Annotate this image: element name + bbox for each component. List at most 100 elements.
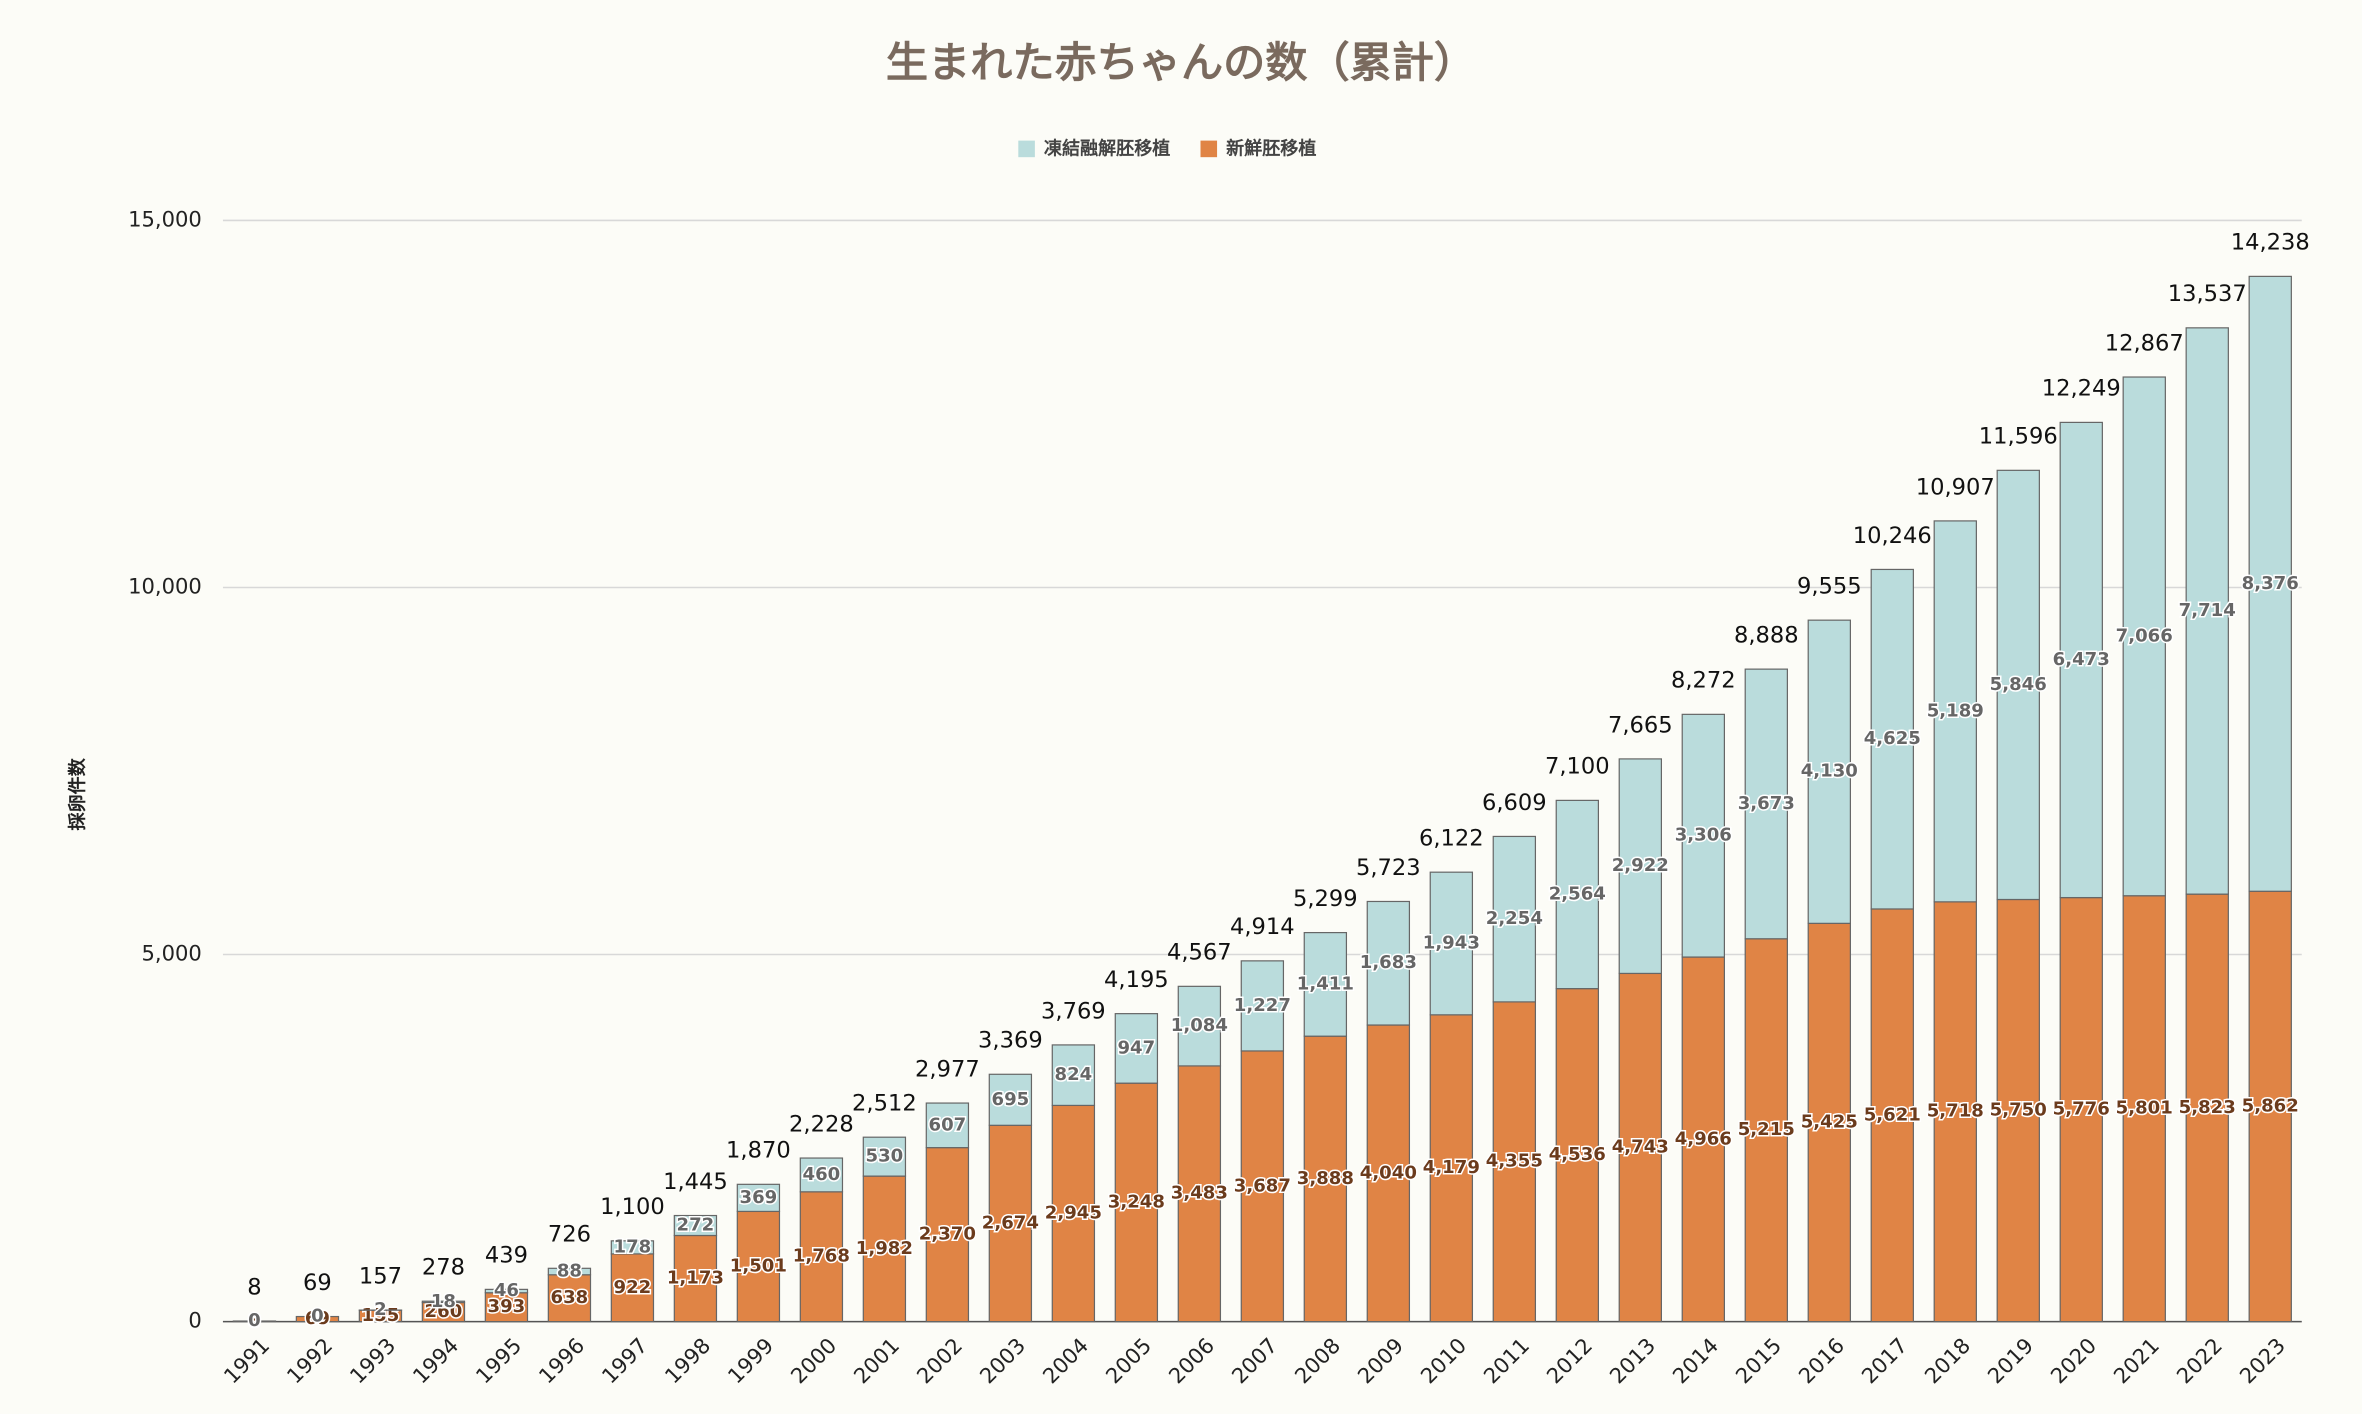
y-axis-label: 採卵件数 [66,757,88,830]
value-label: 2,674 [982,1212,1039,1233]
legend-label: 新鮮胚移植 [1226,138,1316,160]
value-label: 695 [992,1089,1030,1110]
total-label: 1,445 [663,1169,728,1195]
bar-segment [2248,275,2292,892]
value-label: 1,084 [1171,1015,1228,1036]
total-label: 12,249 [2042,376,2121,402]
bar-segment [1114,1013,1159,1084]
value-label: 5,215 [1738,1119,1795,1140]
value-label: 5,750 [1990,1100,2047,1121]
value-label: 2,922 [1612,855,1669,876]
total-label: 10,246 [1853,523,1932,549]
total-label: 69 [303,1270,332,1296]
bar-segment [610,1253,655,1323]
total-label: 4,195 [1104,967,1169,993]
value-label: 638 [551,1287,589,1308]
bar-segment [421,1300,466,1304]
value-label: 3,888 [1297,1168,1354,1189]
bar-segment [1744,938,1788,1323]
bar-segment [1492,835,1537,1003]
bar-segment [1492,1001,1537,1323]
total-label: 11,596 [1979,424,2058,450]
value-label: 947 [1117,1037,1155,1058]
value-label: 5,425 [1801,1111,1858,1132]
bar-segment [1051,1104,1096,1323]
value-label: 2,254 [1486,908,1543,929]
value-label: 530 [866,1146,904,1167]
bar-segment [1051,1044,1096,1107]
total-label: 13,537 [2168,281,2247,307]
bar-segment [1996,898,2040,1323]
bar-segment [547,1267,592,1276]
value-label: 8 [248,1310,261,1331]
value-label: 5,823 [2179,1097,2236,1118]
bar-segment [925,1147,970,1323]
total-label: 10,907 [1916,474,1995,500]
value-label: 607 [929,1114,967,1135]
total-label: 9,555 [1797,574,1862,600]
value-label: 3,306 [1675,825,1732,846]
bar-segment [1114,1082,1159,1323]
value-label: 3,248 [1108,1191,1165,1212]
total-label: 2,228 [789,1111,854,1137]
total-label: 2,977 [915,1056,980,1082]
value-label: 5,621 [1864,1104,1921,1125]
legend-swatch [1200,140,1218,158]
total-label: 439 [485,1243,528,1269]
bar-segment [1303,1035,1348,1323]
value-label: 824 [1055,1064,1093,1085]
value-label: 88 [557,1261,582,1282]
value-label: 0 [248,1310,261,1331]
value-label: 4,966 [1675,1128,1732,1149]
bar-segment [1870,908,1914,1323]
value-label: 4,179 [1423,1157,1480,1178]
total-label: 6,122 [1419,826,1484,852]
total-label: 8,888 [1734,622,1799,648]
value-label: 2,370 [919,1224,976,1245]
value-label: 8,376 [2242,573,2299,594]
bar-segment [799,1157,844,1193]
bar-segment [610,1240,655,1255]
total-label: 2,512 [852,1091,917,1117]
y-tick-label: 0 [188,1308,201,1333]
total-label: 8 [247,1274,261,1300]
bar-segment [925,1102,970,1149]
bar-segment [1870,568,1914,910]
value-label: 5,846 [1990,674,2047,695]
value-label: 3,687 [1234,1175,1291,1196]
value-label: 1,943 [1423,932,1480,953]
bar-segment [736,1183,781,1213]
value-label: 5,801 [2116,1098,2173,1119]
y-tick-label: 15,000 [128,206,202,231]
legend-label: 凍結融解胚移植 [1044,138,1170,160]
value-label: 46 [494,1280,519,1301]
value-label: 5,718 [1927,1101,1984,1122]
value-label: 4,355 [1486,1151,1543,1172]
bar-segment [673,1234,718,1323]
value-label: 6,473 [2053,649,2110,670]
value-label: 5,189 [1927,700,1984,721]
value-label: 4,625 [1864,728,1921,749]
total-label: 5,723 [1356,855,1421,881]
total-label: 8,272 [1671,668,1736,694]
value-label: 7,066 [2116,625,2173,646]
value-label: 460 [803,1164,841,1185]
bar-segment [1618,972,1662,1323]
value-label: 1,683 [1360,952,1417,973]
total-label: 5,299 [1293,886,1358,912]
value-label: 272 [677,1215,715,1236]
total-label: 726 [548,1222,591,1248]
bar-segment [1681,713,1725,958]
total-label: 6,609 [1482,790,1547,816]
value-label: 260 [425,1301,463,1322]
value-label: 4,743 [1612,1137,1669,1158]
value-label: 1,768 [793,1246,850,1267]
chart-title: 生まれた赤ちゃんの数（累計） [886,38,1476,87]
total-label: 7,100 [1545,754,1610,780]
bar-segment [1681,956,1725,1323]
bar-segment [484,1292,529,1323]
bar-segment [2185,893,2229,1323]
value-label: 5,862 [2242,1095,2299,1116]
bar-segment [1555,799,1600,990]
bar-segment [484,1288,529,1294]
